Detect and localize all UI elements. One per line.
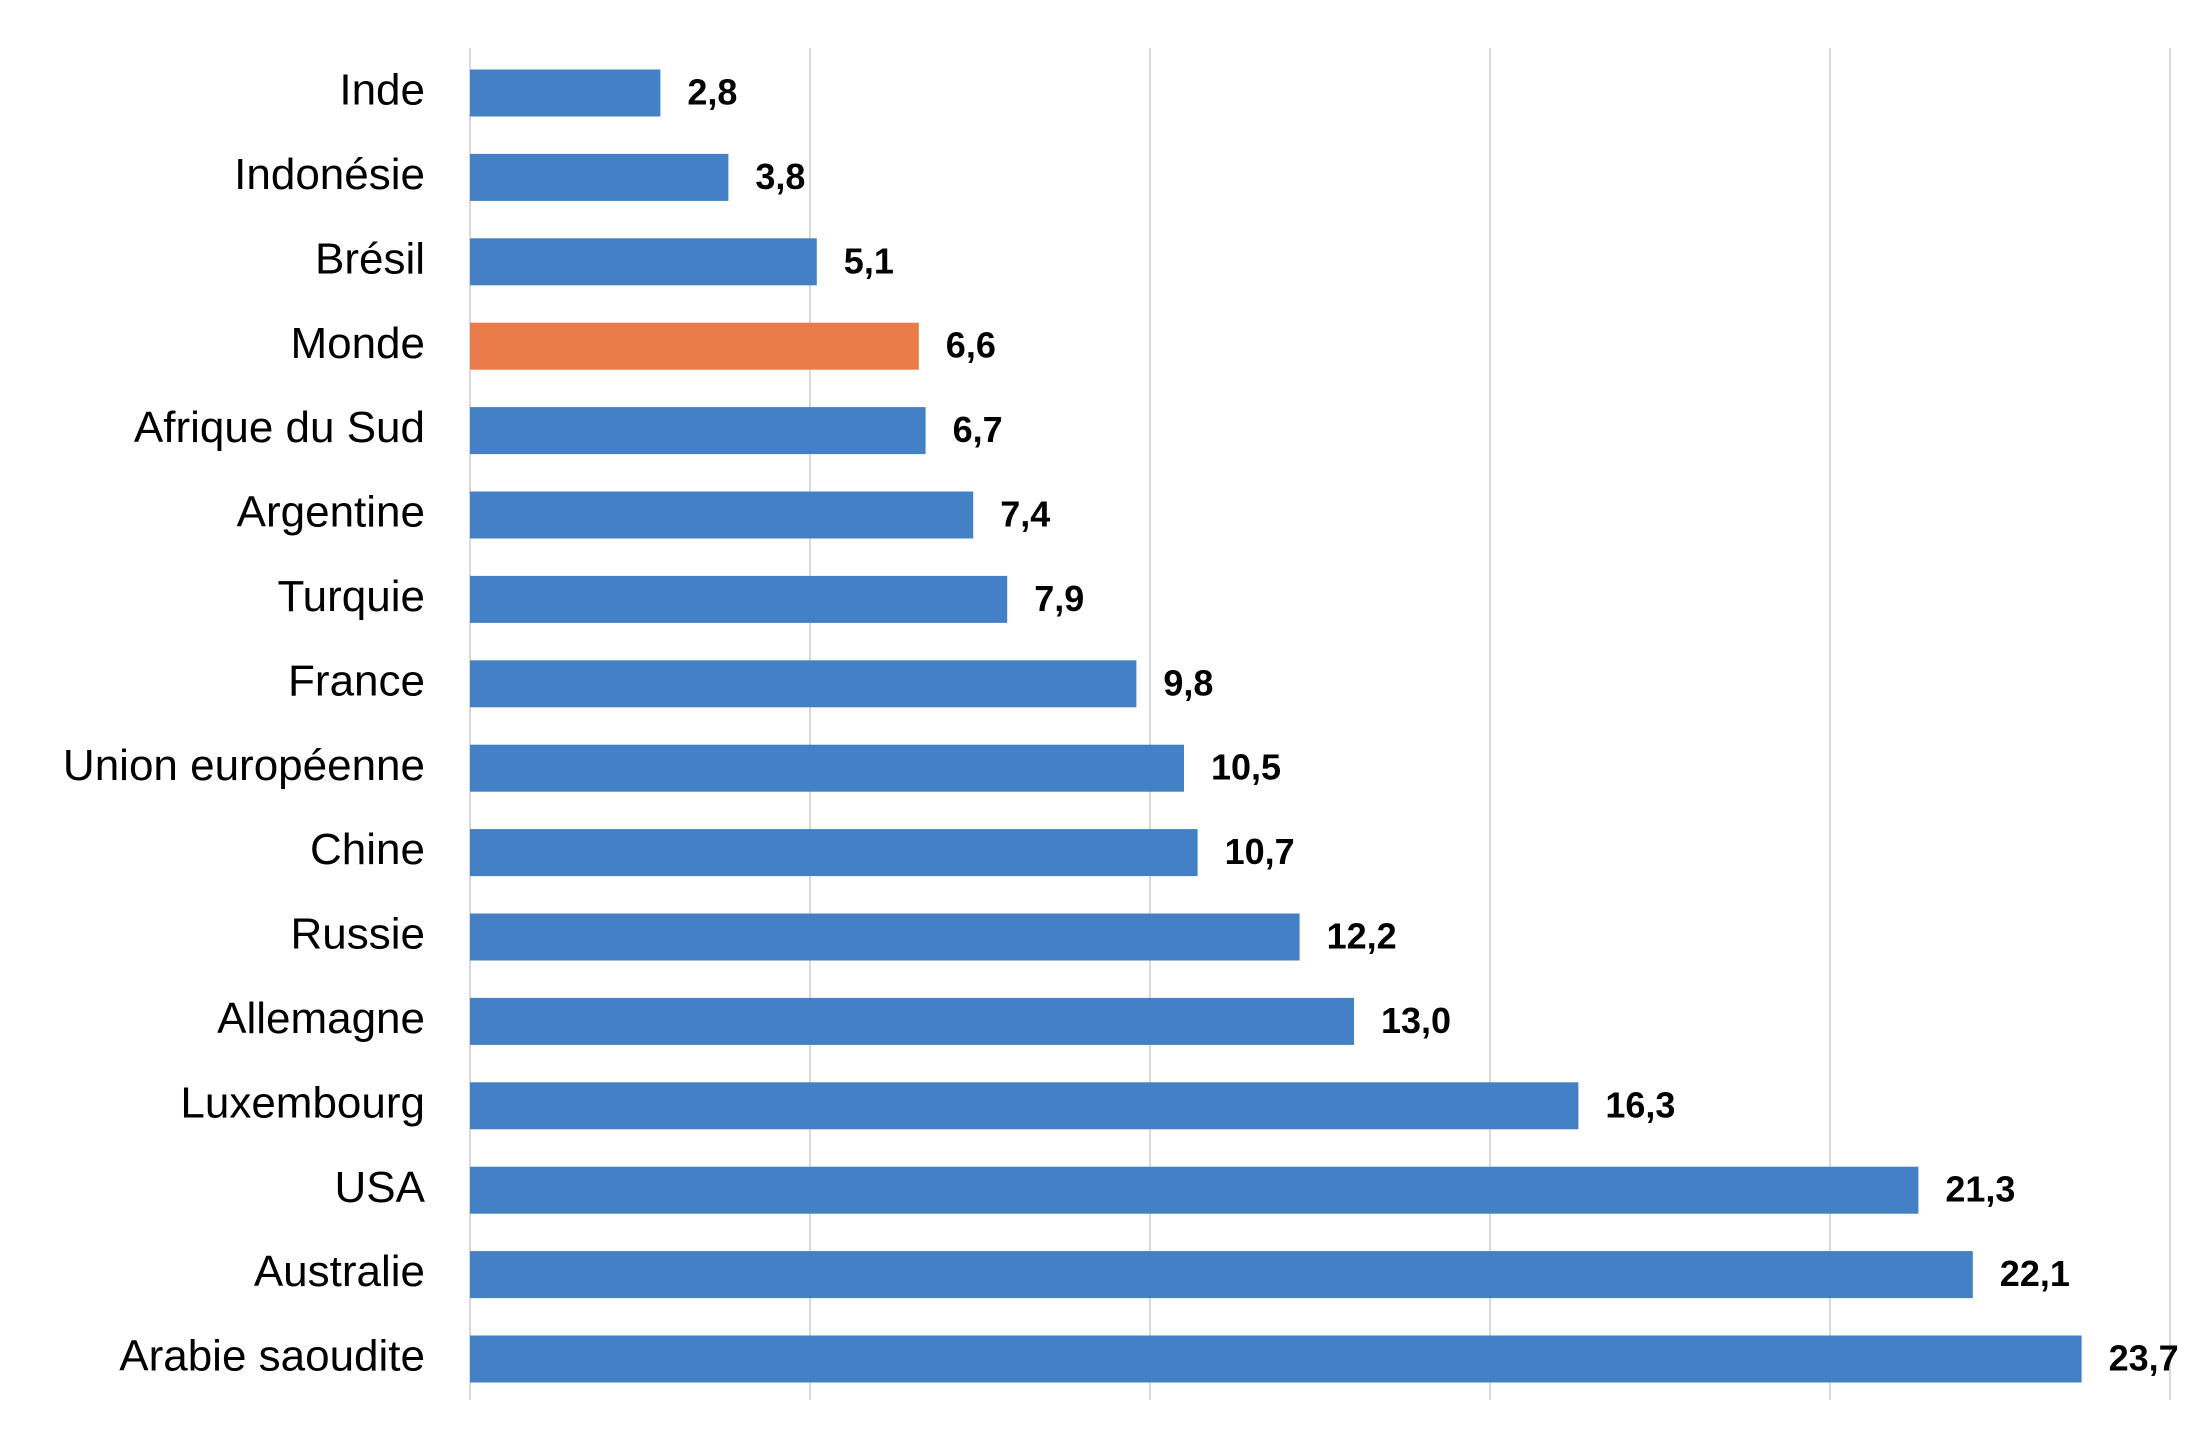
value-label-russie: 12,2 (1327, 916, 1397, 957)
category-label-inde: Inde (339, 66, 425, 115)
bar-turquie (470, 575, 1008, 623)
value-label-france: 9,8 (1163, 662, 1213, 703)
bar-chine (470, 829, 1198, 877)
category-label-indonesie: Indonésie (234, 150, 425, 199)
bar-arabie-saoudite (470, 1335, 2082, 1383)
bar-afrique-du-sud (470, 407, 926, 455)
bars (470, 69, 2082, 1383)
category-label-luxembourg: Luxembourg (180, 1078, 425, 1127)
value-label-inde: 2,8 (687, 72, 737, 113)
bar-bresil (470, 238, 817, 286)
category-label-turquie: Turquie (277, 572, 425, 621)
category-label-arabie-saoudite: Arabie saoudite (119, 1332, 425, 1381)
category-label-monde: Monde (290, 319, 425, 368)
bar-argentine (470, 491, 974, 539)
bar-russie (470, 913, 1300, 961)
category-label-usa: USA (335, 1163, 426, 1212)
value-label-arabie-saoudite: 23,7 (2109, 1338, 2179, 1379)
bar-monde (470, 322, 919, 370)
category-label-australie: Australie (254, 1247, 425, 1296)
category-label-union-europeenne: Union européenne (63, 741, 425, 790)
value-label-argentine: 7,4 (1000, 494, 1050, 535)
value-label-usa: 21,3 (1945, 1169, 2015, 1210)
value-labels: 2,8 3,8 5,1 6,6 6,7 7,4 7,9 9,8 10,5 10,7 12,2 13,0… (687, 72, 2178, 1379)
value-label-allemagne: 13,0 (1381, 1000, 1451, 1041)
bar-france (470, 660, 1137, 708)
bar-union-europeenne (470, 744, 1184, 792)
value-label-monde: 6,6 (946, 325, 996, 366)
category-label-russie: Russie (291, 910, 426, 959)
value-label-bresil: 5,1 (844, 240, 894, 281)
value-label-turquie: 7,9 (1034, 578, 1084, 619)
bar-australie (470, 1251, 1973, 1299)
bar-usa (470, 1166, 1919, 1214)
bar-allemagne (470, 997, 1354, 1045)
bar-indonesie (470, 153, 729, 201)
category-label-france: France (288, 656, 425, 705)
value-label-afrique-du-sud: 6,7 (953, 409, 1003, 450)
value-label-luxembourg: 16,3 (1605, 1084, 1675, 1125)
value-label-union-europeenne: 10,5 (1211, 747, 1281, 788)
bar-inde (470, 69, 661, 117)
category-label-bresil: Brésil (315, 234, 425, 283)
value-label-australie: 22,1 (2000, 1253, 2070, 1294)
value-label-indonesie: 3,8 (755, 156, 805, 197)
bar-luxembourg (470, 1082, 1579, 1130)
category-label-chine: Chine (310, 825, 425, 874)
category-labels: Inde Indonésie Brésil Monde Afrique du Sud Ar… (63, 66, 426, 1381)
category-label-allemagne: Allemagne (217, 994, 425, 1043)
category-label-argentine: Argentine (237, 488, 425, 537)
value-label-chine: 10,7 (1225, 831, 1295, 872)
category-label-afrique-du-sud: Afrique du Sud (134, 403, 425, 452)
